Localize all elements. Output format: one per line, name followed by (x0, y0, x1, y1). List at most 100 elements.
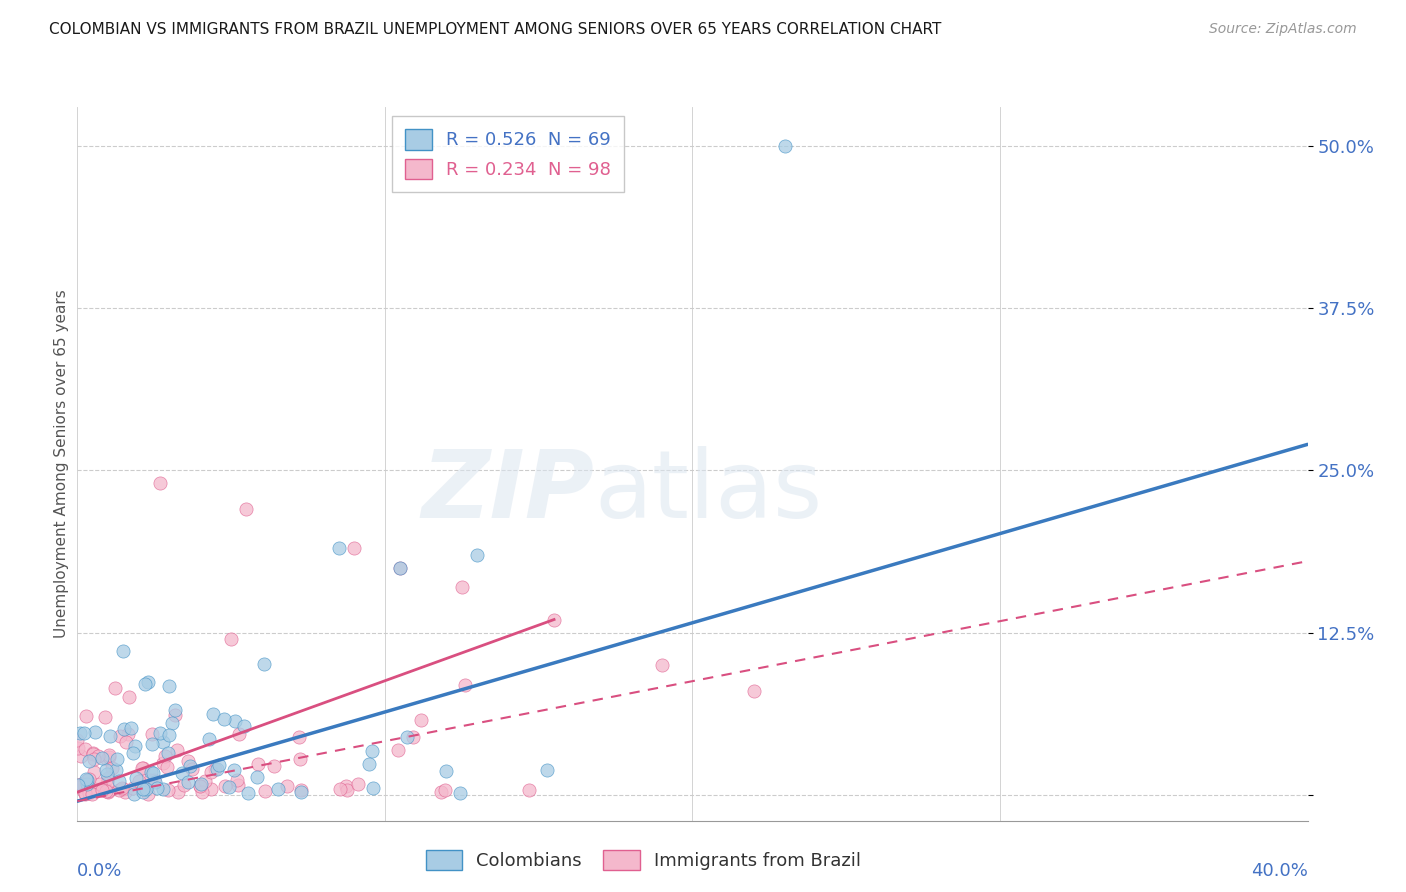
Point (235, 502, 257, 516)
Point (134, 677, 156, 691)
Point (79, 772, 101, 786)
Point (76, 773, 98, 788)
Point (361, 780, 384, 795)
Point (83, 764, 105, 779)
Point (132, 782, 155, 797)
Point (87, 749, 110, 764)
Point (167, 785, 190, 799)
Point (69, 725, 91, 739)
Text: 40.0%: 40.0% (1251, 863, 1308, 880)
Point (152, 756, 174, 771)
Point (112, 723, 135, 737)
Point (208, 758, 231, 772)
Text: Source: ZipAtlas.com: Source: ZipAtlas.com (1209, 22, 1357, 37)
Point (157, 679, 180, 693)
Point (188, 780, 211, 794)
Point (97, 747, 120, 762)
Point (94, 763, 117, 777)
Point (73, 777, 96, 791)
Point (290, 783, 312, 797)
Point (73, 725, 96, 739)
Point (226, 777, 249, 791)
Point (146, 781, 169, 796)
Point (93, 781, 115, 796)
Point (170, 766, 193, 780)
Point (97, 785, 120, 799)
Point (389, 560, 412, 574)
Point (205, 762, 228, 776)
Point (288, 752, 311, 766)
Point (115, 735, 138, 749)
Point (75, 786, 97, 800)
Point (94, 709, 117, 723)
Point (179, 759, 201, 773)
Point (343, 541, 366, 556)
Point (212, 712, 235, 726)
Point (105, 752, 128, 766)
Point (200, 781, 222, 796)
Point (191, 785, 214, 799)
Text: 0.0%: 0.0% (77, 863, 122, 880)
Point (194, 773, 217, 788)
Text: COLOMBIAN VS IMMIGRANTS FROM BRAZIL UNEMPLOYMENT AMONG SENIORS OVER 65 YEARS COR: COLOMBIAN VS IMMIGRANTS FROM BRAZIL UNEM… (49, 22, 942, 37)
Point (218, 780, 240, 795)
Point (387, 743, 409, 757)
Point (89, 777, 111, 791)
Point (335, 780, 357, 794)
Point (156, 760, 179, 774)
Point (141, 737, 163, 751)
Point (82, 788, 104, 802)
Point (173, 778, 195, 792)
Point (136, 674, 159, 689)
Point (190, 777, 212, 791)
Y-axis label: Unemployment Among Seniors over 65 years: Unemployment Among Seniors over 65 years (53, 290, 69, 638)
Point (141, 727, 163, 741)
Point (465, 548, 488, 562)
Point (73, 741, 96, 756)
Point (98, 749, 121, 764)
Point (288, 731, 311, 745)
Point (162, 716, 184, 731)
Point (329, 781, 352, 796)
Point (149, 476, 172, 491)
Point (125, 772, 148, 786)
Point (165, 703, 187, 717)
Point (188, 780, 211, 794)
Point (96, 767, 118, 781)
Point (346, 777, 368, 791)
Point (246, 756, 269, 771)
Point (401, 731, 423, 745)
Point (236, 786, 259, 800)
Point (66, 732, 89, 747)
Point (131, 780, 153, 795)
Point (104, 681, 127, 695)
Point (517, 783, 540, 797)
Point (252, 657, 274, 672)
Point (224, 714, 246, 729)
Point (143, 775, 166, 789)
Point (328, 541, 350, 556)
Point (163, 708, 186, 723)
Point (177, 775, 200, 789)
Point (70, 749, 93, 764)
Point (139, 772, 162, 787)
Point (222, 764, 245, 778)
Point (76, 777, 98, 791)
Point (434, 764, 457, 778)
Point (69, 777, 91, 791)
Point (90, 783, 112, 797)
Point (118, 690, 141, 704)
Point (536, 763, 558, 777)
Point (67, 780, 90, 795)
Point (253, 784, 276, 798)
Point (117, 727, 139, 741)
Point (276, 779, 298, 793)
Point (200, 764, 222, 779)
Point (449, 786, 471, 800)
Point (96, 776, 118, 790)
Point (157, 746, 180, 760)
Point (122, 781, 145, 796)
Text: ZIP: ZIP (422, 446, 595, 539)
Point (128, 774, 150, 789)
Point (177, 754, 200, 768)
